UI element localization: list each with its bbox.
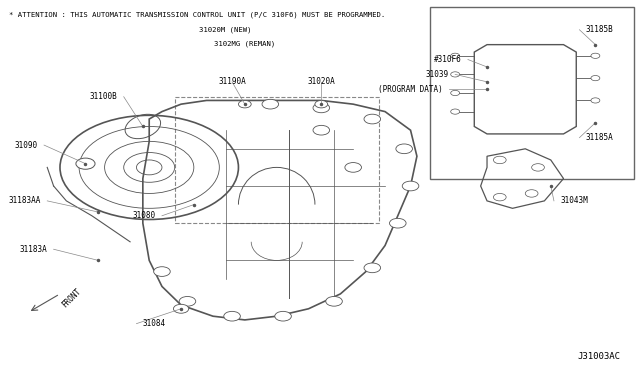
Circle shape [390,218,406,228]
Circle shape [154,267,170,276]
Text: 31183A: 31183A [19,245,47,254]
Circle shape [591,76,600,81]
Circle shape [262,99,278,109]
Circle shape [451,109,460,114]
Text: J31003AC: J31003AC [578,352,621,361]
Text: 3102MG (REMAN): 3102MG (REMAN) [214,41,275,47]
Text: 31043M: 31043M [561,196,588,205]
Circle shape [591,53,600,58]
Circle shape [179,296,196,306]
Text: 31039: 31039 [426,70,449,79]
Circle shape [315,100,328,108]
Circle shape [313,103,330,113]
Text: 31020M (NEW): 31020M (NEW) [200,26,252,32]
Circle shape [275,311,291,321]
Circle shape [364,263,381,273]
Text: FRONT: FRONT [60,286,83,309]
Text: 31183AA: 31183AA [8,196,41,205]
Text: 31100B: 31100B [90,92,117,101]
Circle shape [451,90,460,96]
Circle shape [224,311,241,321]
Bar [429,7,634,179]
Text: 31190A: 31190A [218,77,246,86]
Circle shape [403,181,419,191]
Text: (PROGRAM DATA): (PROGRAM DATA) [378,85,442,94]
Circle shape [451,72,460,77]
Circle shape [173,304,189,313]
Circle shape [532,164,545,171]
Circle shape [345,163,362,172]
Circle shape [493,156,506,164]
Bar [175,97,379,223]
Circle shape [493,193,506,201]
Text: 31185B: 31185B [586,25,614,34]
Circle shape [76,158,95,169]
Text: 31185A: 31185A [586,133,614,142]
Text: 31084: 31084 [143,319,166,328]
Circle shape [396,144,412,154]
Circle shape [525,190,538,197]
Circle shape [364,114,381,124]
Text: #310F6: #310F6 [434,55,461,64]
Circle shape [451,53,460,58]
Text: 31080: 31080 [132,211,156,220]
Circle shape [591,98,600,103]
Text: 31020A: 31020A [307,77,335,86]
Circle shape [326,296,342,306]
Text: * ATTENTION : THIS AUTOMATIC TRANSMISSION CONTROL UNIT (P/C 310F6) MUST BE PROGR: * ATTENTION : THIS AUTOMATIC TRANSMISSIO… [9,11,385,17]
Text: 31090: 31090 [15,141,38,150]
Circle shape [313,125,330,135]
Circle shape [239,100,251,108]
